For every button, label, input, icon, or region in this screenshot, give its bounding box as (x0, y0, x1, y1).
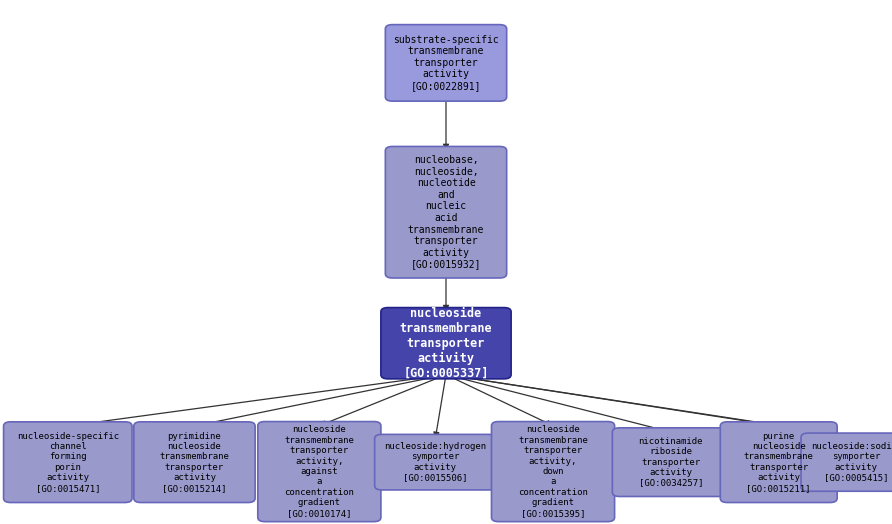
Text: pyrimidine
nucleoside
transmembrane
transporter
activity
[GO:0015214]: pyrimidine nucleoside transmembrane tran… (160, 432, 229, 493)
FancyBboxPatch shape (612, 428, 730, 497)
Text: nucleoside
transmembrane
transporter
activity,
against
a
concentration
gradient
: nucleoside transmembrane transporter act… (285, 425, 354, 518)
Text: nucleoside
transmembrane
transporter
activity
[GO:0005337]: nucleoside transmembrane transporter act… (400, 307, 492, 380)
FancyBboxPatch shape (4, 422, 132, 503)
Text: nucleobase,
nucleoside,
nucleotide
and
nucleic
acid
transmembrane
transporter
ac: nucleobase, nucleoside, nucleotide and n… (408, 155, 484, 269)
Text: nucleoside:hydrogen
symporter
activity
[GO:0015506]: nucleoside:hydrogen symporter activity [… (384, 442, 486, 482)
Text: purine
nucleoside
transmembrane
transporter
activity
[GO:0015211]: purine nucleoside transmembrane transpor… (744, 432, 814, 493)
FancyBboxPatch shape (721, 422, 837, 503)
FancyBboxPatch shape (258, 421, 381, 521)
FancyBboxPatch shape (375, 434, 496, 490)
FancyBboxPatch shape (134, 422, 255, 503)
Text: nucleoside-specific
channel
forming
porin
activity
[GO:0015471]: nucleoside-specific channel forming pori… (17, 432, 119, 493)
FancyBboxPatch shape (385, 25, 507, 101)
Text: nucleoside:sodium
symporter
activity
[GO:0005415]: nucleoside:sodium symporter activity [GO… (811, 442, 892, 482)
Text: nicotinamide
riboside
transporter
activity
[GO:0034257]: nicotinamide riboside transporter activi… (639, 437, 703, 487)
FancyBboxPatch shape (491, 421, 615, 521)
FancyBboxPatch shape (385, 147, 507, 278)
FancyBboxPatch shape (381, 308, 511, 379)
FancyBboxPatch shape (801, 433, 892, 492)
Text: nucleoside
transmembrane
transporter
activity,
down
a
concentration
gradient
[GO: nucleoside transmembrane transporter act… (518, 425, 588, 518)
Text: substrate-specific
transmembrane
transporter
activity
[GO:0022891]: substrate-specific transmembrane transpo… (393, 35, 499, 91)
